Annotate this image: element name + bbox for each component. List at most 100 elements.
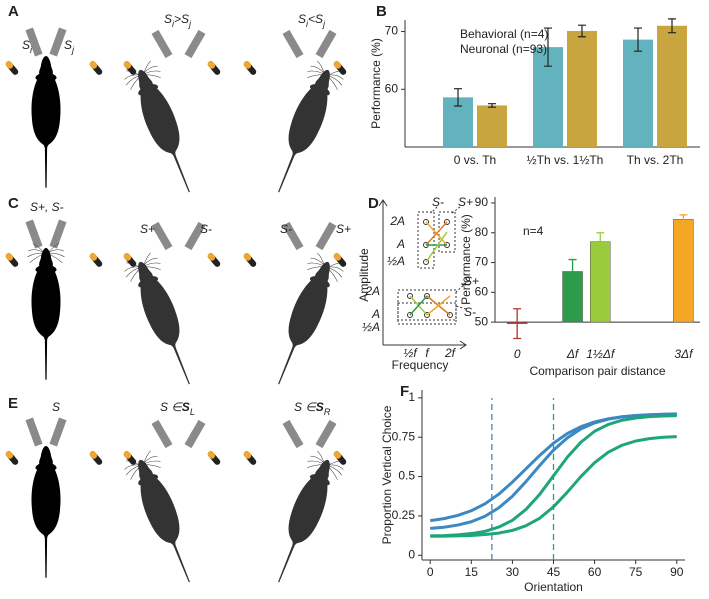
y-tick-label: 60 <box>385 81 399 95</box>
bar <box>590 241 611 323</box>
schematic-label: S- <box>464 305 476 319</box>
error-bar <box>568 258 577 285</box>
schematic-tick: ½f <box>403 346 418 360</box>
label-part: S <box>316 400 324 414</box>
annotation: n=4 <box>523 224 544 238</box>
x-tick-label: 75 <box>629 565 643 579</box>
stimulus-label: S- <box>200 222 212 236</box>
label-part: S <box>182 400 190 414</box>
x-tick-label: 30 <box>506 565 520 579</box>
panel-label: A <box>8 3 19 20</box>
y-tick-label: 0 <box>408 547 415 561</box>
label-part: S <box>164 12 172 26</box>
axis-label: Frequency <box>392 358 449 372</box>
x-tick-label: 0 <box>427 565 434 579</box>
x-axis-label: Comparison pair distance <box>529 364 665 378</box>
schematic-tick: 2A <box>389 214 405 228</box>
y-tick-label: 0.75 <box>392 429 416 443</box>
bar <box>623 39 653 147</box>
y-axis-label: Performance (%) <box>369 38 383 129</box>
bar <box>567 30 597 147</box>
error-bar <box>454 88 462 107</box>
y-tick-label: 70 <box>385 24 399 38</box>
panel-label: D <box>368 195 379 212</box>
stimulus-label: Sj <box>64 38 75 55</box>
legend-entry: Behavioral (n=4) <box>460 27 548 41</box>
schematic-tick: 2A <box>364 284 380 298</box>
y-axis-label: Proportion Vertical Choice <box>380 405 394 544</box>
label-part: S- <box>200 222 212 236</box>
label-part: S <box>22 38 30 52</box>
x-tick-label: Δf <box>566 347 580 361</box>
stimulus-label: S+ <box>140 222 155 236</box>
schematic-tick: ½A <box>387 254 405 268</box>
label-part: i <box>172 19 175 29</box>
bar <box>477 105 507 147</box>
x-tick-label: 15 <box>465 565 479 579</box>
label-part: S <box>298 12 306 26</box>
schematic-tick: 2f <box>444 346 457 360</box>
stimulus-label: Si<Sj <box>298 12 326 29</box>
bar <box>657 25 687 147</box>
stimulus-label: S+, S- <box>30 200 64 214</box>
error-bar <box>513 308 522 340</box>
error-bar <box>668 18 676 34</box>
y-tick-label: 80 <box>475 225 489 239</box>
curve <box>430 435 677 538</box>
y-tick-label: 50 <box>475 314 489 328</box>
axis-label: Amplitude <box>357 248 371 302</box>
row-e <box>4 417 348 588</box>
schematic <box>378 199 467 350</box>
stimulus-label: S- <box>280 222 292 236</box>
stimulus-label: Si <box>22 38 33 55</box>
label-part: j <box>188 19 192 29</box>
row-c <box>4 219 348 390</box>
schematic-tick: A <box>396 237 405 251</box>
y-tick-label: 1 <box>408 390 415 404</box>
label-part: i <box>30 45 33 55</box>
schematic-tick: A <box>371 307 380 321</box>
panel-label: B <box>376 3 387 20</box>
label-part: R <box>324 407 331 417</box>
x-tick-label: 45 <box>547 565 561 579</box>
stimulus-label: S ∈SL <box>160 400 195 417</box>
schematic-label: S- <box>432 195 444 209</box>
curve <box>430 412 677 530</box>
schematic-tick: f <box>425 346 430 360</box>
error-bar <box>544 27 552 67</box>
curve <box>430 414 677 538</box>
label-part: S- <box>280 222 292 236</box>
stimulus-label: S+ <box>336 222 351 236</box>
stimulus-label: S ∈SR <box>294 400 331 417</box>
label-part: S+, S- <box>30 200 64 214</box>
label-part: j <box>322 19 326 29</box>
rat-diagrams <box>4 27 348 588</box>
label-part: >S <box>174 12 189 26</box>
x-tick-label: Th vs. 2Th <box>627 153 684 167</box>
panel-label: F <box>400 383 409 400</box>
label-part: S ∈ <box>294 400 317 414</box>
x-tick-label: 0 <box>514 347 521 361</box>
schematic-tick: ½A <box>362 320 380 334</box>
stimulus-label: S <box>52 400 60 414</box>
x-axis-label: Orientation <box>524 580 583 594</box>
label-part: S ∈ <box>160 400 183 414</box>
x-tick-label: 0 vs. Th <box>454 153 496 167</box>
x-tick-label: ½Th vs. 1½Th <box>527 153 604 167</box>
schematic-label: S+ <box>464 274 479 288</box>
error-bar <box>634 27 642 52</box>
error-bar <box>596 232 605 252</box>
panel-label: C <box>8 195 19 212</box>
x-tick-label: 3Δf <box>674 347 694 361</box>
bar <box>673 219 694 323</box>
stimulus-label: Si>Sj <box>164 12 192 29</box>
error-bar <box>488 103 496 108</box>
y-tick-label: 0.25 <box>392 508 416 522</box>
y-tick-label: 60 <box>475 285 489 299</box>
x-tick-label: 1½Δf <box>586 347 616 361</box>
x-tick-label: 90 <box>670 565 684 579</box>
panel-label: E <box>8 395 18 412</box>
label-part: S <box>52 400 60 414</box>
y-tick-label: 70 <box>475 255 489 269</box>
